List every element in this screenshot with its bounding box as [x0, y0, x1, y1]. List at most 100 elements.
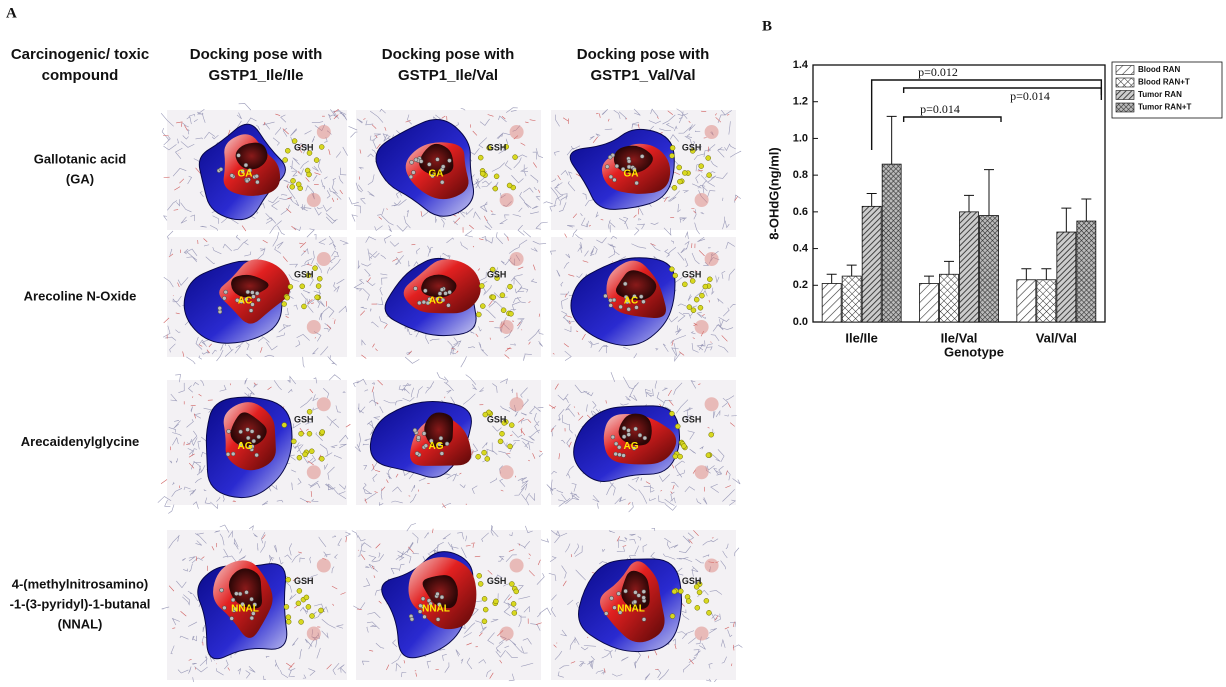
- atom: [499, 430, 505, 437]
- atom: [609, 596, 614, 601]
- atom: [439, 594, 445, 600]
- atom: [603, 293, 608, 299]
- docking-image: GA GSH: [543, 108, 742, 238]
- atom: [435, 296, 440, 302]
- atom: [690, 307, 697, 314]
- surface: [231, 274, 269, 298]
- atom: [430, 173, 435, 179]
- legend-swatch: [1115, 65, 1135, 75]
- atom: [302, 451, 308, 458]
- atom: [642, 435, 648, 441]
- atom: [616, 445, 622, 450]
- atom: [677, 178, 683, 185]
- cofactor-label: GSH: [294, 142, 314, 152]
- y-tick-label: 1.2: [793, 96, 808, 108]
- atom: [437, 442, 442, 447]
- atom: [248, 308, 254, 313]
- atom: [476, 573, 482, 579]
- atom-highlight: [316, 397, 331, 412]
- atom: [427, 162, 432, 167]
- atom: [607, 154, 613, 160]
- atom: [620, 166, 626, 172]
- atom: [612, 605, 617, 610]
- atom: [608, 174, 614, 180]
- legend-swatch: [1115, 102, 1135, 113]
- atom: [435, 591, 440, 597]
- cofactor-label: GSH: [294, 415, 314, 425]
- atom: [613, 441, 619, 447]
- atom: [492, 185, 499, 192]
- atom: [626, 307, 631, 312]
- bar: [821, 283, 842, 323]
- bar: [959, 211, 979, 323]
- legend-swatch: [1115, 77, 1135, 88]
- significance-bracket: [902, 116, 1002, 122]
- y-axis-label: 8-OHdG(ng/ml): [766, 147, 781, 239]
- atom: [641, 589, 647, 594]
- cofactor-label: GSH: [294, 576, 314, 586]
- atom: [409, 616, 415, 622]
- atom: [626, 432, 631, 437]
- annotation: p=0.014: [1010, 89, 1050, 103]
- row-label: -1-(3-pyridyl)-1-butanal: [10, 596, 151, 611]
- ligand-label: NNAL: [231, 604, 259, 615]
- atom: [413, 286, 418, 291]
- atom: [702, 283, 709, 290]
- atom: [254, 173, 259, 179]
- surface: [235, 142, 268, 170]
- atom: [636, 593, 641, 598]
- error-bar: [886, 115, 897, 165]
- docking-image: AC GSH: [353, 230, 547, 368]
- bar: [1016, 279, 1037, 323]
- atom: [632, 166, 637, 172]
- atom: [686, 304, 693, 310]
- error-bar: [846, 264, 857, 277]
- ligand-label: AG: [624, 441, 639, 452]
- atom-highlight: [694, 465, 709, 480]
- atom: [219, 587, 224, 593]
- atom: [479, 283, 485, 289]
- atom: [490, 294, 497, 301]
- atom: [479, 170, 486, 177]
- atom: [251, 611, 256, 616]
- atom: [699, 292, 705, 299]
- atom: [298, 619, 304, 625]
- atom: [689, 148, 696, 154]
- atom: [408, 174, 414, 180]
- atom: [318, 144, 325, 150]
- atom: [243, 162, 249, 168]
- atom: [296, 588, 303, 594]
- legend-label: Tumor RAN: [1138, 90, 1182, 99]
- atom: [249, 429, 255, 434]
- docking-image: AG GSH: [157, 374, 351, 514]
- cofactor-label: GSH: [487, 142, 507, 152]
- y-tick-label: 0.6: [793, 206, 808, 218]
- atom: [255, 179, 260, 185]
- atom: [697, 304, 704, 311]
- atom: [669, 613, 676, 619]
- atom: [235, 298, 240, 303]
- atom: [703, 598, 710, 604]
- atom: [610, 434, 616, 440]
- ligand-label: AC: [238, 296, 252, 307]
- atom-highlight: [509, 252, 524, 266]
- atom: [250, 290, 255, 295]
- atom: [229, 616, 234, 621]
- atom: [244, 590, 249, 595]
- error-bar: [826, 273, 837, 284]
- atom: [493, 173, 500, 180]
- atom: [414, 451, 420, 456]
- atom: [669, 153, 675, 159]
- atom: [482, 411, 489, 418]
- annotation: p=0.014: [920, 102, 960, 116]
- atom: [447, 289, 452, 295]
- atom: [312, 265, 318, 271]
- atom: [677, 453, 683, 460]
- atom: [301, 303, 307, 310]
- cofactor-label: GSH: [682, 576, 702, 586]
- y-tick-label: 0.2: [793, 279, 808, 291]
- atom: [446, 303, 451, 308]
- ligand-label: NNAL: [617, 604, 645, 615]
- atom-highlight: [499, 465, 514, 480]
- atom: [291, 438, 297, 445]
